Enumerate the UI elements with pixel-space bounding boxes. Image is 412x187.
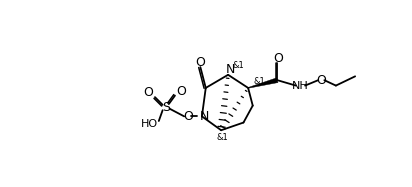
Text: O: O [273,52,283,65]
Text: &1: &1 [217,133,229,142]
Text: S: S [162,101,170,114]
Polygon shape [248,78,278,88]
Text: O: O [143,86,153,99]
Text: &1: &1 [233,61,245,70]
Text: O: O [195,56,205,69]
Text: O: O [176,85,186,98]
Text: HO: HO [141,119,158,129]
Text: O: O [316,74,326,87]
Text: N: N [199,110,209,123]
Text: &1: &1 [253,77,265,86]
Text: N: N [226,63,235,76]
Text: O: O [183,110,193,123]
Text: NH: NH [292,81,309,91]
